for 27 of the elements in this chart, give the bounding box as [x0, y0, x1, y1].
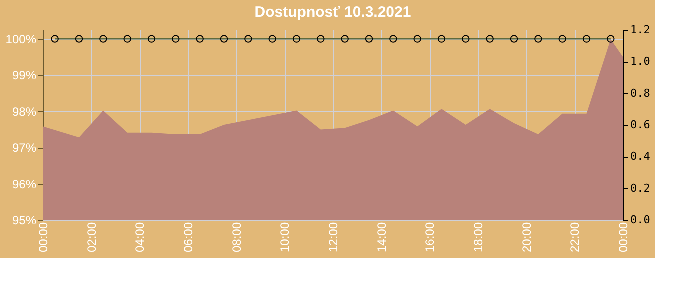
x-tick-label: 10:00: [278, 222, 292, 253]
y-tick-label: 95%: [12, 214, 37, 228]
x-tick-label: 14:00: [374, 222, 389, 253]
x-tick-label: 06:00: [182, 222, 196, 253]
y2-tick-label: 1.2: [630, 24, 650, 36]
x-tick-label: 20:00: [520, 222, 534, 253]
y2-tick-label: 0.2: [630, 182, 650, 195]
x-tick-label: 00:00: [616, 222, 630, 253]
x-tick-label: 22:00: [568, 222, 582, 253]
y2-tick-label: 1.0: [630, 55, 650, 68]
y-tick-label: 96%: [12, 177, 37, 192]
y-tick-label: 100%: [6, 32, 37, 47]
x-tick-label: 16:00: [423, 222, 438, 253]
y2-tick-label: 0.6: [630, 118, 650, 132]
x-tick-label: 00:00: [36, 222, 50, 253]
y-tick-label: 98%: [12, 104, 37, 119]
x-tick-label: 12:00: [326, 222, 340, 253]
y-tick-label: 97%: [12, 141, 37, 156]
y2-tick-label: 0.0: [630, 214, 650, 226]
chart-title: Dostupnosť 10.3.2021: [254, 4, 412, 21]
y2-tick-label: 0.8: [630, 86, 650, 100]
x-tick-label: 18:00: [472, 222, 486, 253]
x-tick-label: 02:00: [84, 222, 99, 253]
x-tick-label: 08:00: [230, 222, 244, 253]
y2-tick-label: 0.4: [630, 150, 651, 164]
y-tick-label: 99%: [12, 68, 37, 83]
x-tick-label: 04:00: [133, 222, 148, 253]
